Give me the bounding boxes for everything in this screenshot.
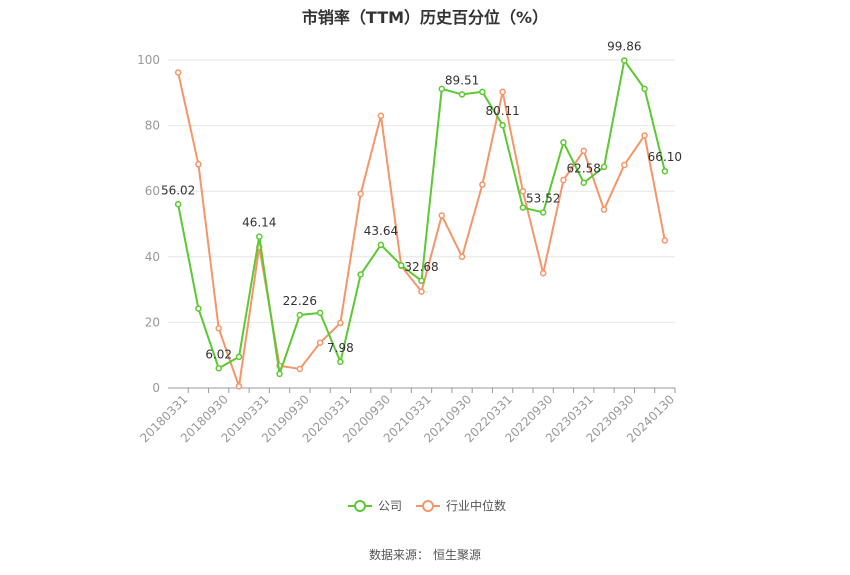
data-label: 32.68 bbox=[404, 260, 438, 274]
data-label: 53.52 bbox=[526, 191, 560, 205]
data-point bbox=[316, 309, 324, 317]
data-point bbox=[519, 187, 527, 195]
data-point bbox=[337, 358, 344, 366]
data-point bbox=[580, 179, 587, 186]
data-point bbox=[641, 132, 648, 139]
data-point bbox=[661, 167, 669, 175]
data-point bbox=[215, 325, 222, 332]
data-label: 7.98 bbox=[327, 341, 354, 355]
y-tick-label: 40 bbox=[145, 250, 160, 264]
data-label: 66.10 bbox=[648, 150, 682, 164]
data-point bbox=[621, 161, 628, 169]
y-tick-label: 20 bbox=[145, 315, 160, 329]
legend-item-company: 公司 bbox=[348, 499, 402, 513]
series-industry-median bbox=[174, 69, 669, 390]
data-point bbox=[641, 85, 648, 93]
data-point bbox=[418, 277, 425, 285]
y-tick-label: 80 bbox=[145, 119, 160, 133]
data-source: 数据来源： 恒生聚源 bbox=[0, 546, 850, 563]
data-point bbox=[174, 69, 182, 76]
data-point bbox=[377, 241, 385, 249]
data-point bbox=[195, 305, 202, 312]
data-point bbox=[458, 91, 466, 98]
data-point bbox=[316, 339, 324, 346]
data-point bbox=[256, 233, 263, 240]
series-company bbox=[174, 57, 669, 378]
data-point bbox=[296, 365, 304, 373]
data-point bbox=[357, 190, 364, 198]
data-label: 80.11 bbox=[485, 104, 519, 118]
data-label: 62.58 bbox=[567, 162, 601, 176]
legend-marker bbox=[422, 500, 434, 512]
source-name: 恒生聚源 bbox=[433, 548, 482, 562]
data-label: 99.86 bbox=[607, 39, 641, 53]
legend-marker bbox=[354, 500, 366, 512]
data-label: 89.51 bbox=[445, 73, 479, 87]
y-tick-label: 100 bbox=[137, 53, 160, 67]
y-tick-label: 0 bbox=[152, 381, 160, 395]
data-point bbox=[276, 370, 283, 378]
legend-label: 行业中位数 bbox=[446, 498, 506, 513]
data-point bbox=[296, 311, 304, 319]
data-point bbox=[438, 85, 446, 93]
chart-title: 市销率（TTM）历史百分位（%） bbox=[301, 8, 549, 27]
data-point bbox=[479, 88, 486, 96]
data-label: 22.26 bbox=[283, 294, 317, 308]
data-point bbox=[661, 237, 669, 244]
data-point bbox=[458, 253, 466, 261]
data-point bbox=[580, 147, 587, 155]
data-point bbox=[560, 176, 567, 184]
data-point bbox=[519, 204, 527, 211]
data-point bbox=[499, 121, 506, 129]
data-point bbox=[621, 57, 628, 64]
data-point bbox=[479, 181, 486, 188]
data-point bbox=[235, 383, 243, 390]
data-point bbox=[539, 209, 547, 216]
data-point bbox=[215, 365, 222, 372]
data-point bbox=[600, 206, 608, 213]
data-point bbox=[337, 319, 344, 327]
data-point bbox=[174, 201, 182, 208]
data-point bbox=[539, 269, 547, 277]
legend-item-industry-median: 行业中位数 bbox=[416, 498, 506, 513]
data-point bbox=[235, 353, 243, 361]
data-point bbox=[560, 139, 567, 146]
legend-label: 公司 bbox=[378, 499, 402, 513]
data-label: 6.02 bbox=[205, 347, 232, 361]
data-label: 43.64 bbox=[364, 224, 398, 238]
data-label: 56.02 bbox=[161, 183, 195, 197]
data-point bbox=[397, 262, 405, 269]
data-point bbox=[195, 161, 202, 168]
data-point bbox=[438, 212, 446, 219]
source-label: 数据来源： bbox=[368, 548, 429, 562]
data-point bbox=[377, 112, 385, 120]
data-label: 46.14 bbox=[242, 216, 276, 230]
data-point bbox=[357, 271, 364, 278]
data-point bbox=[499, 88, 506, 96]
y-tick-label: 60 bbox=[145, 184, 160, 198]
data-point bbox=[600, 163, 608, 171]
data-point bbox=[418, 288, 425, 295]
